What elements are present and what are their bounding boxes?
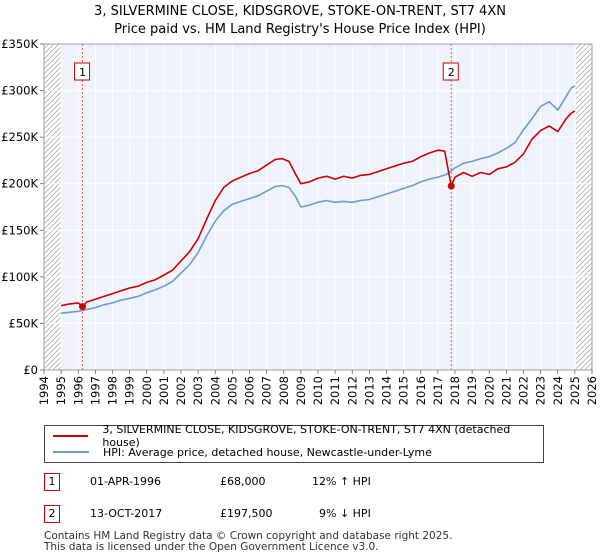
- footer-line-1: Contains HM Land Registry data © Crown c…: [44, 530, 453, 542]
- legend-swatch-blue: [53, 451, 89, 453]
- sale-box-label-2: 2: [448, 66, 455, 79]
- y-tick-label: £250K: [1, 130, 38, 144]
- x-tick-label: 2023: [534, 376, 548, 405]
- hatch-region-start: [43, 43, 62, 371]
- x-tick-label: 2019: [465, 376, 479, 405]
- legend-entry-property: 3, SILVERMINE CLOSE, KIDSGROVE, STOKE-ON…: [53, 423, 543, 449]
- sale-hpi-1: 12% ↑ HPI: [312, 475, 371, 488]
- sale-box-1: [74, 62, 91, 81]
- x-tick-label: 2003: [191, 376, 205, 405]
- x-tick-label: 2001: [157, 376, 171, 405]
- x-tick-label: 2000: [140, 376, 154, 405]
- x-tick-label: 2015: [397, 376, 411, 405]
- x-tick-label: 2007: [260, 376, 274, 405]
- sale-date-2: 13-OCT-2017: [90, 507, 163, 520]
- chart-title: 3, SILVERMINE CLOSE, KIDSGROVE, STOKE-ON…: [94, 4, 506, 19]
- footer: Contains HM Land Registry data © Crown c…: [44, 531, 452, 553]
- hatch-region-end: [575, 43, 593, 371]
- sale-date-1: 01-APR-1996: [90, 475, 162, 488]
- x-tick-label: 1996: [71, 376, 85, 405]
- chart-subtitle: Price paid vs. HM Land Registry's House …: [114, 22, 486, 37]
- footer-line-2: This data is licensed under the Open Gov…: [44, 541, 379, 553]
- y-tick-label: £0: [23, 363, 38, 377]
- sale-point-1: [79, 303, 87, 311]
- x-tick-label: 2004: [208, 376, 222, 405]
- sale-box-2: [442, 62, 459, 81]
- x-tick-label: 1998: [106, 376, 120, 405]
- x-tick-label: 1999: [123, 376, 137, 405]
- sale-hpi-2: 9% ↓ HPI: [319, 507, 371, 520]
- x-tick-label: 1995: [54, 376, 68, 405]
- x-tick-label: 2018: [448, 376, 462, 405]
- x-tick-label: 2014: [380, 376, 394, 405]
- y-tick-label: £150K: [1, 223, 38, 237]
- x-tick-label: 2021: [499, 376, 513, 405]
- sale-price-1: £68,000: [220, 475, 266, 488]
- x-tick-label: 2005: [225, 376, 239, 405]
- y-tick-label: £100K: [1, 270, 38, 284]
- x-tick-label: 2009: [294, 376, 308, 405]
- legend-label-hpi: HPI: Average price, detached house, Newc…: [103, 445, 432, 459]
- x-tick-label: 2006: [243, 376, 257, 405]
- x-tick-label: 2025: [568, 376, 582, 405]
- sale-price-2: £197,500: [220, 507, 273, 520]
- x-tick-label: 2008: [277, 376, 291, 405]
- x-tick-label: 1997: [88, 376, 102, 405]
- x-tick-label: 2013: [362, 376, 376, 405]
- legend-label-property: 3, SILVERMINE CLOSE, KIDSGROVE, STOKE-ON…: [102, 423, 511, 449]
- y-tick-label: £50K: [9, 316, 39, 330]
- x-tick-label: 2026: [585, 376, 599, 405]
- x-tick-label: 2012: [345, 376, 359, 405]
- x-tick-label: 1994: [37, 376, 51, 405]
- series-line-hpi: [61, 85, 576, 314]
- sale-box-label-1: 1: [79, 66, 86, 79]
- x-tick-label: 2010: [311, 376, 325, 405]
- x-tick-label: 2002: [174, 376, 188, 405]
- legend: 3, SILVERMINE CLOSE, KIDSGROVE, STOKE-ON…: [44, 423, 544, 463]
- sale-marker-2: 2: [44, 505, 60, 523]
- x-tick-label: 2020: [482, 376, 496, 405]
- y-tick-label: £300K: [1, 84, 38, 98]
- legend-swatch-red: [53, 435, 89, 437]
- sale-marker-1: 1: [44, 473, 60, 491]
- y-tick-label: £350K: [1, 37, 38, 51]
- series-line-property: [60, 110, 576, 308]
- x-tick-label: 2016: [414, 376, 428, 405]
- sale-point-2: [447, 182, 455, 190]
- x-tick-label: 2024: [551, 376, 565, 405]
- x-tick-label: 2022: [517, 376, 531, 405]
- x-tick-label: 2011: [328, 376, 342, 405]
- x-tick-label: 2017: [431, 376, 445, 405]
- legend-entry-hpi: HPI: Average price, detached house, Newc…: [53, 444, 432, 460]
- y-tick-label: £200K: [1, 177, 38, 191]
